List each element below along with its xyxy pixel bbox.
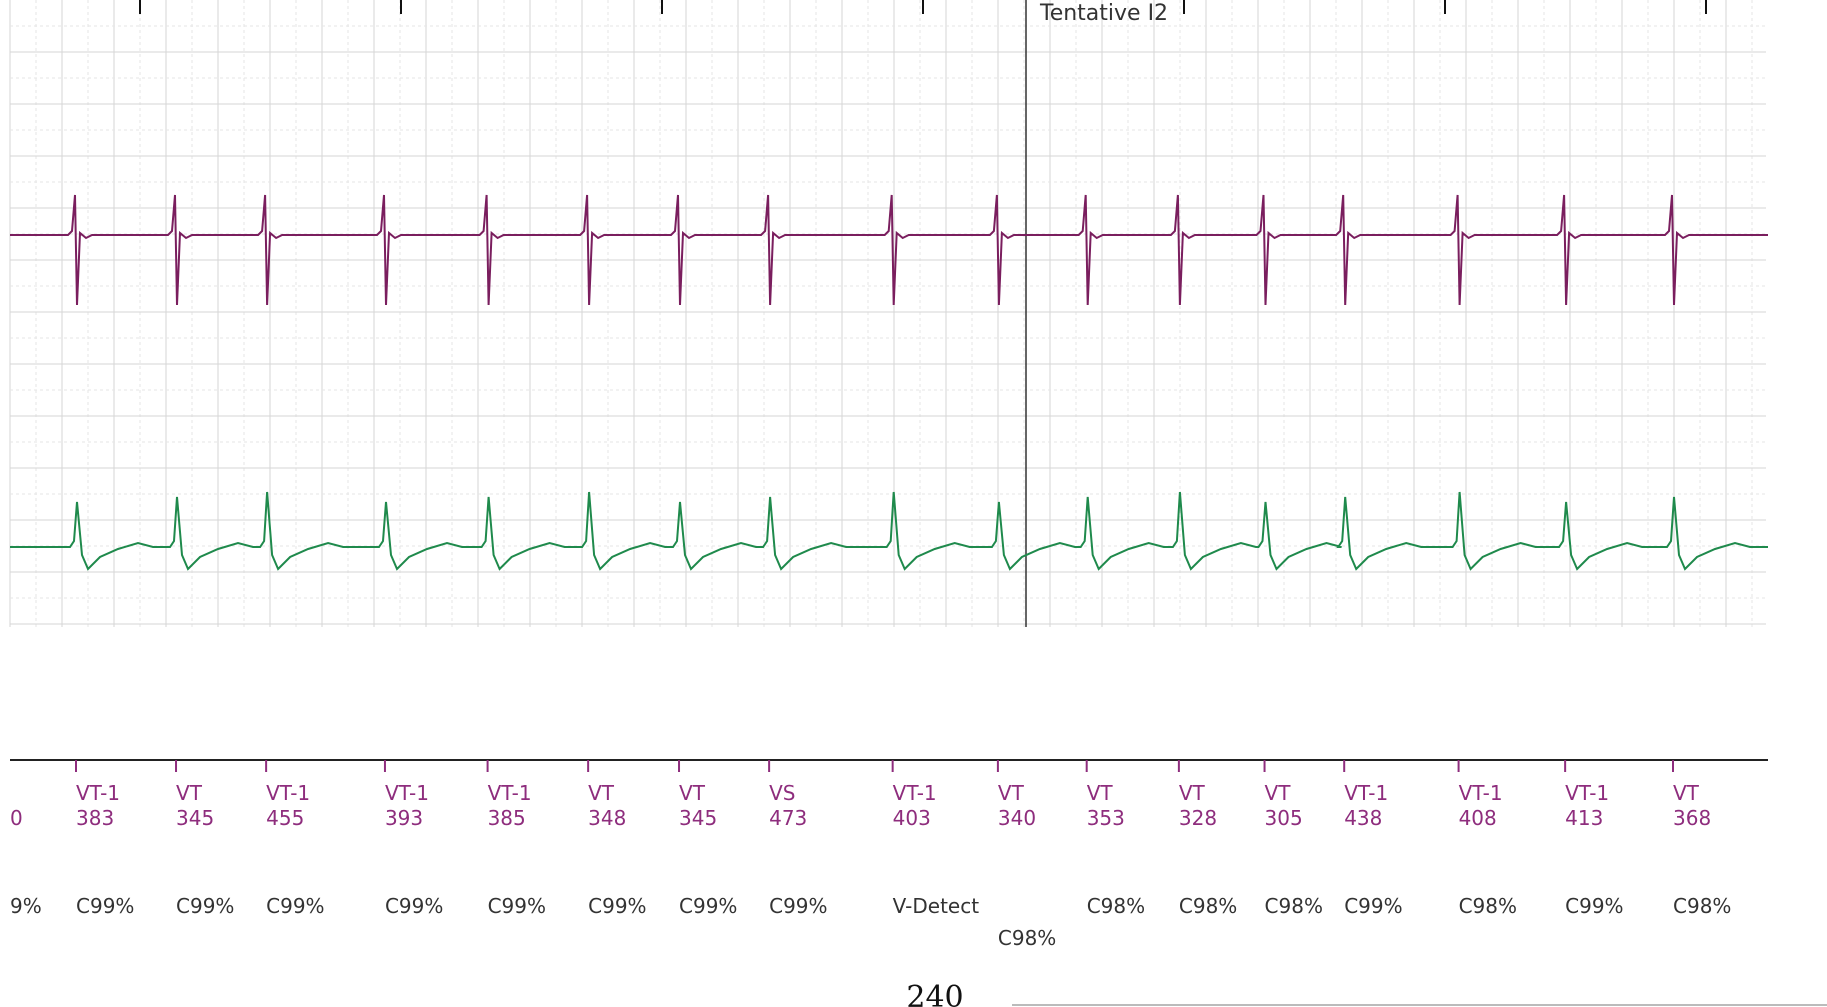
marker-confidence: C99% [176, 894, 234, 918]
marker-confidence: C98% [1087, 894, 1145, 918]
marker-confidence: 9% [10, 894, 42, 918]
marker-interval: 348 [588, 806, 626, 830]
marker-interval: 438 [1344, 806, 1382, 830]
marker-confidence: C98% [1265, 894, 1323, 918]
marker-confidence: C98% [1459, 894, 1517, 918]
marker-code: VT [679, 781, 706, 805]
marker-code: VT [588, 781, 615, 805]
page-number: 240 [906, 980, 963, 1007]
marker-interval: 383 [76, 806, 114, 830]
tentative-label: Tentative I2 [1039, 1, 1168, 26]
marker-interval: 305 [1265, 806, 1303, 830]
marker-code: VT-1 [488, 781, 532, 805]
marker-code: VT-1 [893, 781, 937, 805]
marker-interval: 413 [1565, 806, 1603, 830]
marker-code: VT-1 [266, 781, 310, 805]
marker-interval: 393 [385, 806, 423, 830]
marker-interval: 353 [1087, 806, 1125, 830]
marker-interval: 473 [769, 806, 807, 830]
marker-code: VT-1 [1565, 781, 1609, 805]
marker-interval: 340 [998, 806, 1036, 830]
marker-code: VT [176, 781, 203, 805]
marker-confidence: C99% [76, 894, 134, 918]
marker-confidence: C98% [1673, 894, 1731, 918]
marker-confidence: C99% [266, 894, 324, 918]
marker-interval: 403 [893, 806, 931, 830]
marker-confidence: C98% [1179, 894, 1237, 918]
marker-interval: 408 [1459, 806, 1497, 830]
ventricular-egm-trace [10, 491, 1768, 571]
marker-code: VT [1087, 781, 1114, 805]
marker-code: VT-1 [1344, 781, 1388, 805]
marker-code: VT-1 [1459, 781, 1503, 805]
marker-code: VT-1 [76, 781, 120, 805]
marker-confidence: C99% [488, 894, 546, 918]
marker-code: VT [998, 781, 1025, 805]
marker-interval: 345 [176, 806, 214, 830]
marker-confidence-extra: C98% [998, 926, 1056, 950]
marker-confidence: C99% [385, 894, 443, 918]
atrial-egm-trace [10, 194, 1768, 306]
marker-interval: 345 [679, 806, 717, 830]
marker-confidence: V-Detect [893, 894, 980, 918]
top-timeline-ticks [139, 0, 1707, 14]
marker-confidence: C99% [588, 894, 646, 918]
marker-interval: 385 [488, 806, 526, 830]
marker-code: VT [1265, 781, 1292, 805]
marker-confidence: C99% [1565, 894, 1623, 918]
marker-confidence: C99% [769, 894, 827, 918]
marker-code: VT [1179, 781, 1206, 805]
marker-code: VT [1673, 781, 1700, 805]
marker-confidence: C99% [1344, 894, 1402, 918]
marker-interval: 328 [1179, 806, 1217, 830]
marker-interval: 0 [10, 806, 23, 830]
marker-code: VS [769, 781, 795, 805]
marker-interval: 455 [266, 806, 304, 830]
marker-interval: 368 [1673, 806, 1711, 830]
marker-channel: 09%VT-1383C99%VT345C99%VT-1455C99%VT-139… [10, 760, 1731, 950]
marker-confidence: C99% [679, 894, 737, 918]
grid [9, 0, 1766, 627]
marker-code: VT-1 [385, 781, 429, 805]
